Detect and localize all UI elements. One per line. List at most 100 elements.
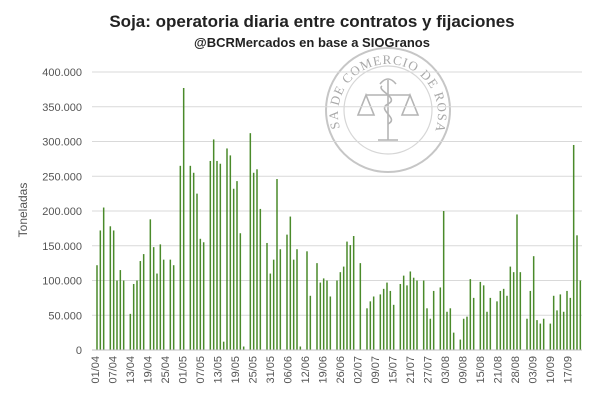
bar [366, 308, 368, 350]
bar [499, 290, 502, 350]
bar [179, 165, 182, 350]
bar [416, 280, 418, 350]
x-tick-label: 09/07 [370, 356, 382, 384]
bar [472, 297, 475, 351]
bar [342, 266, 345, 350]
bar [326, 280, 328, 350]
bar [256, 169, 258, 350]
x-tick-label: 17/09 [562, 356, 574, 384]
bar [352, 236, 355, 350]
bar [199, 238, 202, 350]
x-tick-label: 25/05 [247, 356, 259, 384]
bar [242, 346, 245, 350]
bar [299, 346, 302, 350]
x-tick-label: 01/05 [177, 356, 189, 384]
bar [159, 244, 162, 350]
bar [286, 234, 288, 350]
bar [279, 249, 282, 350]
bar [99, 230, 102, 350]
bar [562, 311, 565, 350]
bar [386, 282, 388, 350]
x-tick-label: 09/08 [457, 356, 469, 384]
bar [162, 259, 165, 350]
bar [506, 295, 508, 350]
bar [136, 280, 138, 350]
bar [552, 295, 555, 350]
y-tick-label: 200.000 [42, 206, 82, 218]
x-tick-label: 21/08 [492, 356, 504, 384]
bar [192, 172, 195, 350]
bar [559, 294, 562, 350]
bar [406, 285, 408, 350]
bar [576, 235, 578, 350]
bar [169, 259, 172, 350]
bar [402, 275, 405, 350]
x-axis-ticks: 01/04 07/04 13/04 19/04 25/04 01/05 07/05 13/05… [90, 356, 575, 384]
x-tick-label: 02/07 [352, 356, 364, 384]
bar [442, 211, 445, 350]
bar [252, 172, 255, 350]
x-tick-label: 10/09 [545, 356, 557, 384]
bar [112, 230, 115, 350]
bar [269, 273, 272, 350]
x-tick-label: 19/06 [317, 356, 329, 384]
bar [119, 270, 122, 350]
bar [572, 144, 575, 350]
bar [139, 261, 142, 350]
bar [462, 318, 465, 350]
x-tick-label: 28/08 [510, 356, 522, 384]
x-tick-label: 25/04 [160, 356, 172, 384]
bar [409, 271, 412, 350]
x-tick-label: 19/04 [142, 356, 154, 384]
x-tick-label: 15/08 [475, 356, 487, 384]
bar [412, 277, 415, 350]
bar [189, 165, 192, 350]
bar [519, 272, 522, 350]
bar [489, 297, 492, 351]
x-tick-label: 01/04 [90, 356, 102, 384]
bar [289, 216, 292, 350]
bars [96, 87, 582, 351]
bar [272, 259, 275, 350]
bar [309, 295, 312, 350]
y-tick-label: 300.000 [42, 137, 82, 149]
bar [529, 290, 532, 350]
y-tick-label: 350.000 [42, 102, 82, 114]
bar [479, 281, 482, 350]
bar [382, 288, 385, 350]
x-tick-label: 12/06 [300, 356, 312, 384]
seal-inner-ring [343, 65, 433, 155]
bar [459, 339, 462, 350]
bar [392, 304, 395, 350]
bar [316, 263, 318, 351]
bar [239, 233, 242, 350]
bar [276, 179, 278, 350]
x-tick-label: 07/05 [195, 356, 207, 384]
bar [142, 254, 145, 350]
bar [449, 308, 452, 350]
bar [422, 280, 425, 350]
bar [526, 318, 528, 350]
bar [222, 341, 225, 350]
bar [429, 318, 432, 350]
bar [399, 283, 402, 350]
bar [296, 249, 298, 350]
bar [579, 280, 582, 350]
bar [182, 87, 185, 351]
bar [152, 247, 155, 350]
bar [336, 280, 338, 350]
bar [469, 279, 472, 350]
y-axis-ticks: 0 50.000 100.000 150.000 200.000 250.000 300.0… [42, 67, 82, 357]
y-tick-label: 0 [76, 345, 82, 357]
bar [116, 280, 118, 350]
bar [502, 288, 505, 350]
bar [379, 294, 382, 350]
bar [219, 163, 222, 350]
bar [569, 297, 572, 351]
bar [482, 285, 485, 350]
x-tick-label: 03/08 [440, 356, 452, 384]
bar [466, 316, 468, 350]
x-tick-label: 21/07 [405, 356, 417, 384]
x-tick-label: 26/06 [335, 356, 347, 384]
bar [249, 133, 252, 350]
